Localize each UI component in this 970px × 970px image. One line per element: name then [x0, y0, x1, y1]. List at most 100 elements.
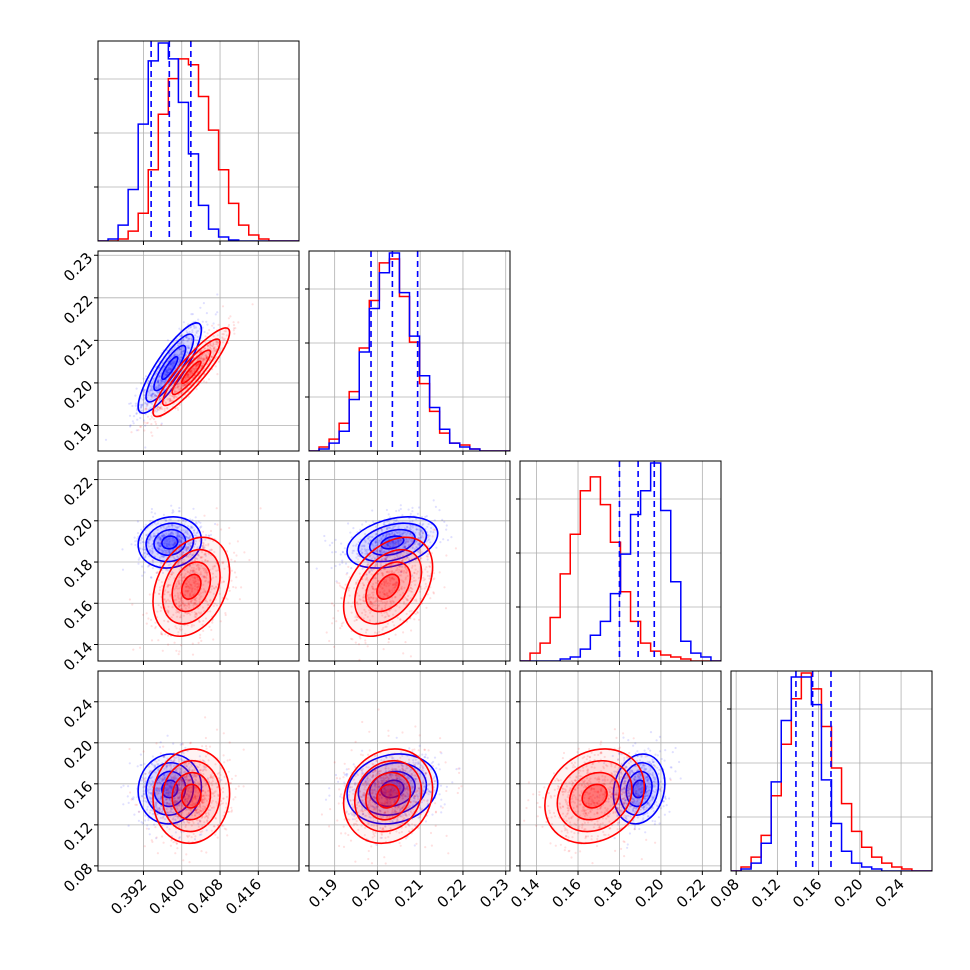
- histogram-blue: [520, 462, 721, 661]
- panel-content: [520, 461, 721, 661]
- panel-3-1: 0.19 0.20 0.21 0.22 0.23: [305, 670, 513, 911]
- contour-red: [161, 759, 221, 833]
- contour-red: [376, 573, 401, 600]
- y-tick-label: 0.16: [60, 777, 96, 813]
- panel-content: [121, 504, 262, 656]
- x-tick-label: 0.20: [631, 875, 667, 911]
- y-tick-label: 0.23: [60, 249, 96, 285]
- histogram-blue: [309, 252, 510, 451]
- histogram-blue: [98, 42, 299, 241]
- x-tick-label: 0.22: [673, 875, 709, 911]
- y-tick-label: 0.20: [60, 514, 96, 550]
- ticks: [516, 701, 703, 875]
- y-tick-label: 0.08: [60, 860, 96, 896]
- grid: [309, 251, 510, 451]
- contour-blue: [346, 516, 439, 569]
- contour-blue: [153, 528, 187, 557]
- contour-red: [376, 783, 401, 809]
- x-tick-label: 0.400: [145, 875, 188, 918]
- contour-blue: [612, 753, 666, 825]
- ticks: [94, 701, 259, 875]
- ticks: [305, 701, 507, 875]
- panel-content: [309, 251, 510, 451]
- axes-frame: [97, 460, 300, 662]
- contour-red: [171, 771, 212, 821]
- ticks: [94, 254, 259, 455]
- contour-blue: [137, 516, 203, 569]
- x-tick-label: 0.19: [305, 875, 341, 911]
- panel-3-2: 0.14 0.16 0.18 0.20 0.22: [507, 670, 722, 911]
- x-tick-label: 0.408: [184, 875, 227, 918]
- contour-blue: [619, 761, 660, 816]
- histogram-red: [520, 476, 721, 661]
- x-tick-label: 0.22: [433, 875, 469, 911]
- contour-blue: [161, 355, 179, 381]
- histogram-red: [309, 258, 510, 451]
- panel-3-3: 0.08 0.12 0.16 0.20 0.24: [707, 670, 933, 911]
- contour-blue: [346, 753, 439, 825]
- x-tick-label: 0.08: [707, 875, 743, 911]
- histogram-blue: [731, 676, 932, 871]
- ticks: [727, 708, 902, 875]
- contour-blue: [161, 535, 179, 550]
- contour-blue: [625, 770, 653, 808]
- contour-red: [161, 338, 221, 407]
- contour-blue: [357, 761, 428, 816]
- contour-blue: [631, 779, 647, 799]
- contour-red: [342, 748, 434, 845]
- x-tick-label: 0.24: [872, 875, 908, 911]
- contour-red: [556, 759, 633, 833]
- x-tick-label: 0.416: [222, 875, 265, 918]
- axes-frame: [519, 670, 722, 872]
- axes-frame: [97, 670, 300, 872]
- ticks: [94, 479, 259, 665]
- grid: [520, 671, 721, 871]
- contour-blue: [145, 522, 195, 563]
- x-tick-label: 0.21: [391, 875, 427, 911]
- axes-frame: [97, 40, 300, 242]
- y-tick-label: 0.14: [60, 638, 96, 674]
- contour-blue: [161, 779, 179, 799]
- x-tick-label: 0.16: [789, 875, 825, 911]
- x-tick-label: 0.392: [107, 875, 150, 918]
- panel-content: [104, 293, 254, 449]
- contour-red: [365, 771, 412, 821]
- contour-red: [180, 360, 202, 385]
- contour-red: [152, 327, 231, 418]
- contour-red: [180, 783, 202, 809]
- contour-red: [581, 783, 608, 809]
- ticks: [305, 479, 507, 665]
- contour-red: [342, 536, 434, 638]
- panel-1-1: [305, 250, 511, 455]
- x-tick-label: 0.16: [548, 875, 584, 911]
- contour-red: [353, 759, 423, 833]
- contour-red: [353, 548, 423, 625]
- axes-frame: [308, 460, 511, 662]
- x-tick-label: 0.18: [590, 875, 626, 911]
- panel-2-2: [516, 460, 722, 665]
- panel-content: [98, 41, 299, 241]
- y-tick-label: 0.20: [60, 736, 96, 772]
- y-tick-label: 0.12: [60, 818, 96, 854]
- axes-frame: [519, 460, 722, 662]
- panel-content: [315, 499, 457, 661]
- panel-content: [731, 671, 932, 871]
- y-tick-label: 0.16: [60, 597, 96, 633]
- panel-content: [120, 716, 245, 864]
- y-tick-label: 0.20: [60, 377, 96, 413]
- panel-1-0: 0.19 0.20 0.21 0.22 0.23: [60, 249, 300, 455]
- contour-blue: [368, 528, 416, 557]
- panel-0-0: [94, 40, 300, 245]
- contour-red: [365, 561, 412, 613]
- contour-red: [152, 748, 231, 845]
- y-tick-label: 0.24: [60, 695, 96, 731]
- panel-2-0: 0.14 0.16 0.18 0.20 0.22: [60, 460, 300, 674]
- contour-red: [152, 536, 231, 638]
- x-tick-label: 0.12: [748, 875, 784, 911]
- x-tick-label: 0.20: [348, 875, 384, 911]
- histogram-red: [98, 58, 299, 241]
- contour-red: [161, 548, 221, 625]
- ticks: [305, 288, 507, 455]
- contour-blue: [137, 322, 203, 414]
